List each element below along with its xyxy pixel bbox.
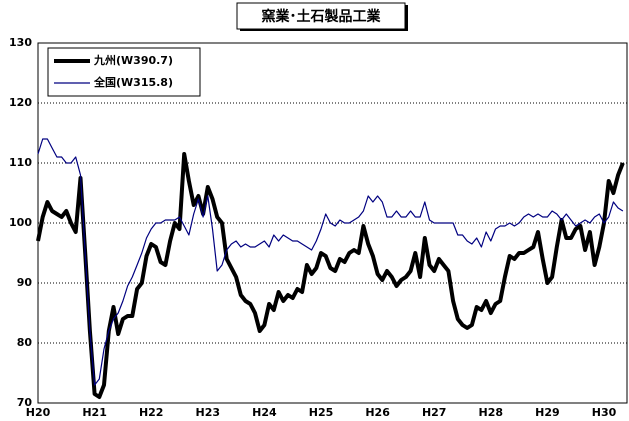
title-box <box>236 2 406 30</box>
x-tick-label: H29 <box>535 406 560 419</box>
legend-label: 九州(W390.7) <box>93 53 173 67</box>
y-tick-label: 90 <box>17 276 33 289</box>
y-tick-label: 100 <box>9 216 32 229</box>
y-tick-label: 120 <box>9 96 32 109</box>
y-tick-label: 130 <box>9 36 32 49</box>
x-tick-label: H23 <box>196 406 221 419</box>
x-tick-label: H24 <box>252 406 277 419</box>
y-tick-label: 70 <box>17 396 33 409</box>
legend-label: 全国(W315.8) <box>93 75 173 89</box>
x-tick-label: H30 <box>592 406 617 419</box>
y-tick-label: 80 <box>17 336 33 349</box>
x-tick-label: H20 <box>26 406 51 419</box>
x-tick-label: H21 <box>82 406 107 419</box>
series-line <box>37 138 624 386</box>
y-tick-label: 110 <box>9 156 32 169</box>
series-line <box>36 152 625 399</box>
chart-title: 窯業･土石製品工業 <box>262 8 382 25</box>
legend-box <box>47 47 201 97</box>
x-tick-label: H28 <box>479 406 504 419</box>
x-tick-label: H22 <box>139 406 164 419</box>
x-tick-label: H25 <box>309 406 334 419</box>
x-tick-label: H26 <box>365 406 390 419</box>
x-tick-label: H27 <box>422 406 447 419</box>
